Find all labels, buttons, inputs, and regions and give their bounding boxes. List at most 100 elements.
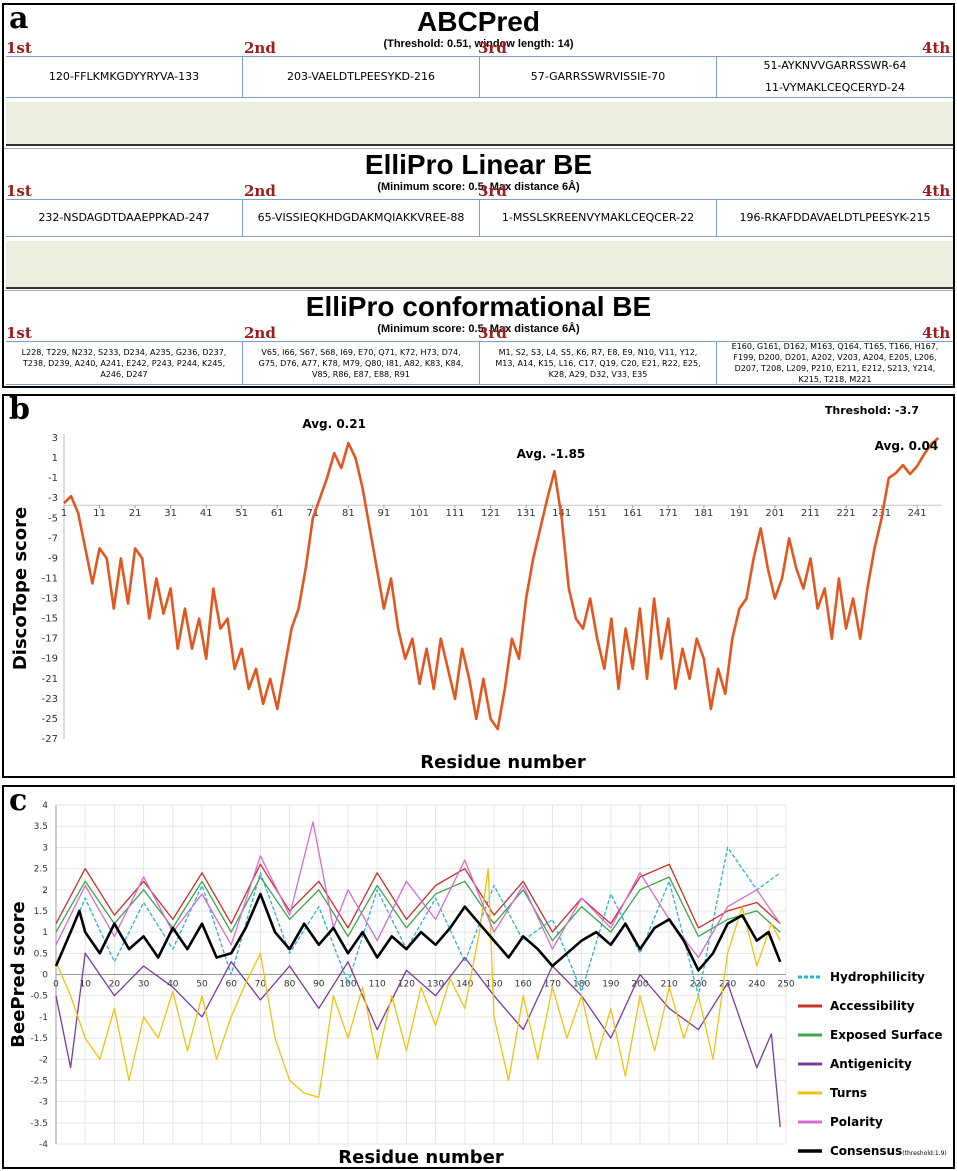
- x-tick-label: 120: [398, 980, 415, 990]
- x-tick-label: 21: [129, 508, 142, 519]
- x-tick-label: 51: [235, 508, 248, 519]
- x-tick-label: 200: [631, 980, 648, 990]
- x-tick-label: 190: [602, 980, 619, 990]
- epitope-row: 232-NSDAGDTDAAEPPKAD-247 65-VISSIEQKHDGDA…: [6, 199, 953, 237]
- x-tick-label: 31: [164, 508, 177, 519]
- rank-label-2nd: 2nd: [244, 182, 276, 200]
- x-tick-label: 220: [690, 980, 707, 990]
- legend-label: Hydrophilicity: [830, 970, 925, 984]
- x-tick-label: 101: [410, 508, 429, 519]
- x-tick-label: 241: [908, 508, 927, 519]
- y-tick-label: -1: [39, 1013, 48, 1023]
- x-tick-label: 250: [777, 980, 794, 990]
- x-tick-label: 110: [369, 980, 386, 990]
- y-tick-label: 3.5: [34, 822, 48, 832]
- x-tick-label: 71: [306, 508, 319, 519]
- x-tick-label: 40: [167, 980, 179, 990]
- x-tick-label: 191: [730, 508, 749, 519]
- epitope-cell: 51-AYKNVVGARRSSWR-64 11-VYMAKLCEQCERYD-24: [716, 57, 953, 97]
- y-tick-label: -5: [48, 513, 58, 524]
- x-tick-label: 10: [79, 980, 91, 990]
- rank-label-4th: 4th: [922, 324, 951, 342]
- y-tick-label: 0.5: [34, 949, 48, 959]
- y-tick-label: -2: [39, 1055, 48, 1065]
- x-tick-label: 170: [544, 980, 561, 990]
- legend-label: Turns: [830, 1086, 867, 1100]
- threshold-label: Threshold: -3.7: [825, 404, 919, 417]
- x-tick-label: 11: [93, 508, 106, 519]
- y-tick-label: 1: [42, 928, 48, 938]
- epitope-row: 120-FFLKMKGDYYRYVA-133 203-VAELDTLPEESYKD…: [6, 56, 953, 98]
- x-tick-label: 0: [53, 980, 59, 990]
- y-tick-label: -2.5: [30, 1076, 48, 1086]
- x-tick-label: 41: [200, 508, 213, 519]
- x-tick-label: 70: [255, 980, 267, 990]
- x-tick-label: 100: [339, 980, 356, 990]
- epitope-cell: L228, T229, N232, S233, D234, A235, G236…: [21, 347, 227, 379]
- spacer-band: [6, 241, 953, 289]
- y-tick-label: 3: [52, 433, 58, 444]
- y-tick-label: -0.5: [30, 992, 48, 1002]
- x-tick-label: 111: [445, 508, 464, 519]
- x-tick-label: 130: [427, 980, 444, 990]
- section-subtitle: (Threshold: 0.51, window length: 14): [383, 38, 574, 50]
- series-line-consensus: [54, 892, 782, 972]
- x-tick-label: 131: [517, 508, 536, 519]
- avg-annotation: Avg. -1.85: [517, 447, 586, 461]
- x-tick-label: 151: [588, 508, 607, 519]
- epitope-cell: 120-FFLKMKGDYYRYVA-133: [48, 70, 200, 83]
- section-title: ABCPred: [417, 6, 540, 37]
- y-axis-title: DiscoTope score: [10, 507, 31, 670]
- y-tick-label: -23: [42, 694, 58, 705]
- x-tick-label: 180: [573, 980, 590, 990]
- section-title: ElliPro conformational BE: [305, 291, 652, 322]
- x-tick-label: 91: [378, 508, 391, 519]
- section-divider: [4, 148, 953, 149]
- series-line-accessibility: [55, 863, 781, 933]
- x-tick-label: 30: [138, 980, 150, 990]
- x-tick-label: 221: [836, 508, 855, 519]
- section-subtitle: (Minimum score: 0.5, Max distance 6Å): [377, 181, 580, 193]
- epitope-cell: 232-NSDAGDTDAAEPPKAD-247: [38, 211, 210, 224]
- y-tick-label: -25: [42, 714, 58, 725]
- y-tick-label: -19: [42, 654, 58, 665]
- y-tick-label: -1.5: [30, 1034, 48, 1044]
- x-tick-label: 1: [61, 508, 67, 519]
- epitope-cell: 1-MSSLSKREENVYMAKLCEQCER-22: [479, 200, 716, 236]
- epitope-row: L228, T229, N232, S233, D234, A235, G236…: [6, 341, 953, 385]
- y-tick-label: 2.5: [34, 865, 48, 875]
- x-tick-label: 181: [694, 508, 713, 519]
- epitope-cell: E160, G161, D162, M163, Q164, T165, T166…: [716, 342, 953, 384]
- x-tick-label: 160: [515, 980, 532, 990]
- rank-label-1st: 1st: [6, 39, 32, 57]
- y-tick-label: -4: [39, 1140, 48, 1150]
- series-line-hydrophilicity: [55, 846, 781, 997]
- x-tick-label: 150: [485, 980, 502, 990]
- section-title: ElliPro Linear BE: [364, 149, 593, 180]
- avg-annotation: Avg. 0.21: [302, 417, 366, 431]
- y-tick-label: -3: [48, 493, 58, 504]
- x-tick-label: 61: [271, 508, 284, 519]
- avg-annotation: Avg. 0.04: [875, 439, 939, 453]
- x-tick-label: 81: [342, 508, 355, 519]
- series-line-turns: [55, 867, 781, 1099]
- rank-label-3rd: 3rd: [478, 39, 507, 57]
- legend-label: Accessibility: [830, 999, 915, 1013]
- epitope-cell: V65, I66, S67, S68, I69, E70, Q71, K72, …: [242, 342, 479, 384]
- y-tick-label: 1: [52, 453, 58, 464]
- panel-c: c 4 3.5 3 2.5 2 1.5 1 0.5 0 -0.5 -1 -1.5 -2 -2.5 -3 -3.…: [2, 783, 955, 1169]
- section-divider: [4, 290, 953, 291]
- section-subtitle: (Minimum score: 0.5, Max distance 6Å): [377, 323, 580, 335]
- series-line-antigenicity: [55, 952, 781, 1128]
- y-tick-label: -15: [42, 614, 58, 625]
- x-tick-label: 90: [313, 980, 325, 990]
- y-tick-label: -13: [42, 594, 58, 605]
- series-line-exposed-surface: [55, 876, 781, 942]
- x-tick-label: 161: [623, 508, 642, 519]
- rank-label-3rd: 3rd: [478, 182, 507, 200]
- x-tick-label: 80: [284, 980, 296, 990]
- y-tick-label: -27: [42, 734, 58, 745]
- y-tick-label: 0: [42, 971, 48, 981]
- rank-label-1st: 1st: [6, 182, 32, 200]
- legend-label: Exposed Surface: [830, 1028, 943, 1042]
